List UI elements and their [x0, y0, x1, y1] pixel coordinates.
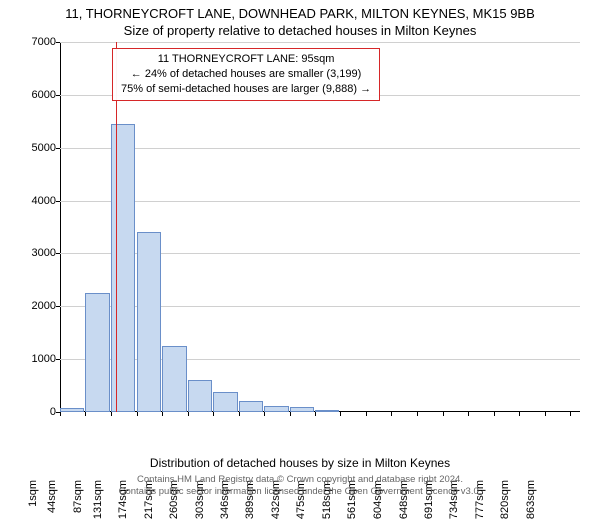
y-tick-label: 4000: [6, 195, 56, 207]
y-tick: [56, 148, 60, 149]
histogram-bar: [85, 293, 109, 412]
footer: Contains HM Land Registry data © Crown c…: [0, 474, 600, 498]
grid-line: [60, 42, 580, 43]
y-tick: [56, 253, 60, 254]
y-tick-label: 3000: [6, 247, 56, 259]
y-tick: [56, 359, 60, 360]
histogram-bar: [213, 392, 237, 412]
histogram-bar: [188, 380, 212, 412]
y-tick-label: 6000: [6, 89, 56, 101]
y-tick: [56, 42, 60, 43]
y-tick-label: 0: [6, 406, 56, 418]
histogram-bar: [111, 124, 135, 412]
grid-line: [60, 201, 580, 202]
y-tick-label: 7000: [6, 36, 56, 48]
histogram-bar: [137, 232, 161, 412]
y-tick: [56, 201, 60, 202]
chart-title-line1: 11, THORNEYCROFT LANE, DOWNHEAD PARK, MI…: [0, 0, 600, 21]
histogram-bar: [239, 401, 263, 412]
annotation-line: 75% of semi-detached houses are larger (…: [121, 82, 371, 97]
footer-line: Contains public sector information licen…: [0, 486, 600, 498]
grid-line: [60, 148, 580, 149]
annotation-box: 11 THORNEYCROFT LANE: 95sqm ← 24% of det…: [112, 48, 380, 101]
y-tick-label: 5000: [6, 142, 56, 154]
annotation-line: ← 24% of detached houses are smaller (3,…: [121, 67, 371, 82]
chart-title-line2: Size of property relative to detached ho…: [0, 21, 600, 42]
y-tick-label: 1000: [6, 353, 56, 365]
footer-line: Contains HM Land Registry data © Crown c…: [0, 474, 600, 486]
plot-area: 11 THORNEYCROFT LANE: 95sqm ← 24% of det…: [60, 42, 580, 412]
y-tick-label: 2000: [6, 300, 56, 312]
x-axis-label: Distribution of detached houses by size …: [0, 456, 600, 470]
x-ticks: 1sqm44sqm87sqm131sqm174sqm217sqm260sqm30…: [60, 412, 580, 462]
y-tick: [56, 306, 60, 307]
annotation-line: 11 THORNEYCROFT LANE: 95sqm: [121, 52, 371, 67]
y-ticks: 01000200030004000500060007000: [0, 42, 60, 412]
y-tick: [56, 95, 60, 96]
histogram-bar: [162, 346, 186, 412]
